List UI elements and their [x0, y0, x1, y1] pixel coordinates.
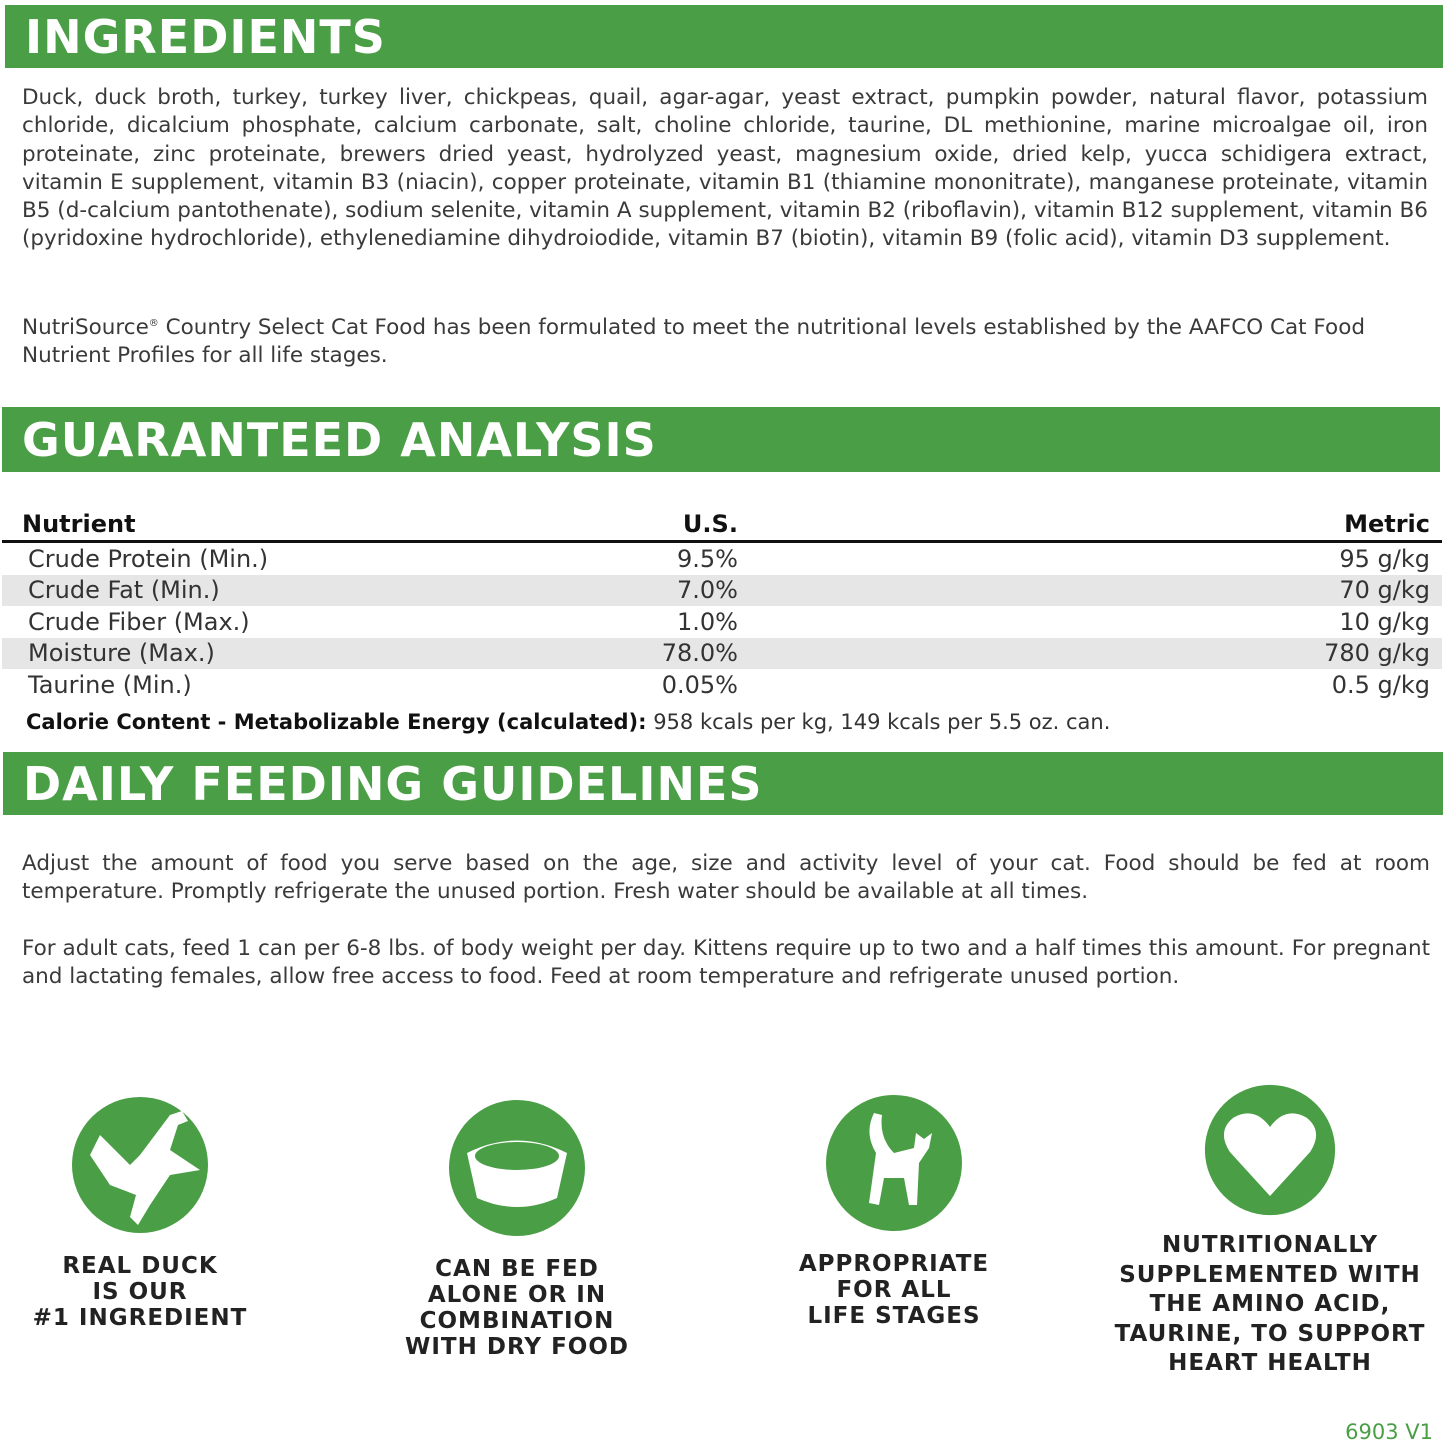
caption-line: LIFE STAGES	[807, 1303, 981, 1329]
caption-line: CAN BE FED	[435, 1256, 599, 1282]
caption-line: NUTRITIONALLY	[1161, 1232, 1379, 1258]
analysis-header: GUARANTEED ANALYSIS	[2, 407, 1440, 472]
metric-cell: 10 g/kg	[1339, 607, 1430, 636]
metric-cell: 0.5 g/kg	[1331, 670, 1430, 699]
feeding-paragraph-2: For adult cats, feed 1 can per 6-8 lbs. …	[22, 936, 1430, 990]
col-metric: Metric	[1229, 508, 1442, 543]
feeding-paragraph-1: Adjust the amount of food you serve base…	[22, 851, 1430, 905]
caption-line: REAL DUCK	[62, 1253, 218, 1279]
caption-line: WITH DRY FOOD	[405, 1334, 629, 1360]
caption-line: #1 INGREDIENT	[32, 1305, 248, 1331]
feature-caption: APPROPRIATE FOR ALL LIFE STAGES	[714, 1251, 1074, 1329]
feature-real-duck: REAL DUCK IS OUR #1 INGREDIENT	[0, 1095, 320, 1331]
caption-line: APPROPRIATE	[798, 1251, 990, 1277]
caption-line: IS OUR	[92, 1279, 188, 1305]
bowl-icon	[449, 1100, 585, 1236]
us-cell: 0.05%	[661, 670, 738, 699]
col-nutrient: Nutrient	[2, 508, 412, 543]
nutrient-cell: Crude Protein (Min.)	[28, 544, 269, 573]
us-cell: 7.0%	[411, 574, 1230, 606]
table-row: Moisture (Max.) 78.0% 780 g/kg	[2, 637, 1442, 669]
ingredients-text: Duck, duck broth, turkey, turkey liver, …	[22, 85, 1428, 252]
caption-line: TAURINE, TO SUPPORT	[1114, 1320, 1426, 1347]
caption-line: HEART HEALTH	[1168, 1350, 1372, 1376]
caption-line: SUPPLEMENTED WITH	[1119, 1261, 1421, 1288]
nutrient-cell: Crude Fat (Min.)	[2, 574, 412, 606]
analysis-title: GUARANTEED ANALYSIS	[22, 412, 657, 467]
cat-icon	[826, 1095, 962, 1231]
caption-line: ALONE OR IN	[427, 1282, 607, 1308]
us-cell: 1.0%	[676, 607, 738, 636]
feature-life-stages: APPROPRIATE FOR ALL LIFE STAGES	[714, 1093, 1074, 1329]
metric-cell: 95 g/kg	[1339, 544, 1430, 573]
metric-cell: 780 g/kg	[1229, 637, 1442, 669]
table-row: Taurine (Min.) 0.05% 0.5 g/kg	[2, 669, 1442, 701]
col-us: U.S.	[411, 508, 1230, 543]
nutrient-cell: Moisture (Max.)	[2, 637, 412, 669]
heart-icon	[1204, 1084, 1336, 1216]
ingredients-title: INGREDIENTS	[25, 9, 386, 64]
feature-caption: CAN BE FED ALONE OR IN COMBINATION WITH DRY…	[337, 1256, 697, 1360]
aafco-statement: NutriSource® Country Select Cat Food has…	[22, 315, 1365, 369]
feeding-header: DAILY FEEDING GUIDELINES	[3, 752, 1443, 815]
feature-fed-alone: CAN BE FED ALONE OR IN COMBINATION WITH DRY…	[337, 1098, 697, 1360]
us-cell: 78.0%	[411, 637, 1230, 669]
metric-cell: 70 g/kg	[1229, 574, 1442, 606]
feeding-title: DAILY FEEDING GUIDELINES	[23, 756, 763, 811]
nutrient-cell: Crude Fiber (Max.)	[28, 607, 250, 636]
table-row: Crude Fiber (Max.) 1.0% 10 g/kg	[2, 606, 1442, 638]
table-row: Crude Protein (Min.) 9.5% 95 g/kg	[2, 542, 1442, 575]
caption-line: FOR ALL	[836, 1277, 952, 1303]
nutrient-cell: Taurine (Min.)	[28, 670, 192, 699]
caption-line: THE AMINO ACID,	[1149, 1291, 1391, 1317]
feature-heart-health: NUTRITIONALLY SUPPLEMENTED WITH THE AMINO …	[1090, 1083, 1445, 1379]
analysis-table: Nutrient U.S. Metric Crude Protein (Min.…	[2, 508, 1442, 701]
duck-icon	[72, 1097, 208, 1233]
calorie-content: Calorie Content - Metabolizable Energy (…	[26, 710, 1111, 734]
caption-line: COMBINATION	[419, 1308, 615, 1334]
us-cell: 9.5%	[676, 544, 738, 573]
feature-caption: REAL DUCK IS OUR #1 INGREDIENT	[0, 1253, 320, 1331]
product-code: 6903 V1	[1345, 1420, 1433, 1444]
feature-caption: NUTRITIONALLY SUPPLEMENTED WITH THE AMINO …	[1090, 1231, 1445, 1379]
table-row: Crude Fat (Min.) 7.0% 70 g/kg	[2, 574, 1442, 606]
ingredients-header: INGREDIENTS	[5, 5, 1443, 68]
